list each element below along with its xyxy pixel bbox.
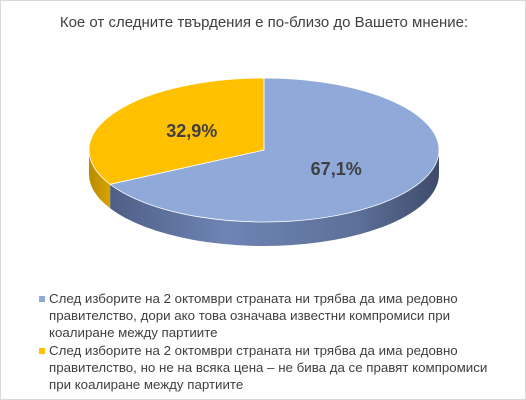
- data-label-1: 67,1%: [311, 159, 362, 179]
- legend-item-2: След изборите на 2 октомври страната ни …: [39, 342, 509, 393]
- legend-label-1: След изборите на 2 октомври страната ни …: [49, 291, 458, 340]
- data-label-2: 32,9%: [166, 121, 217, 141]
- pie-slice-1: [109, 77, 440, 223]
- pie-slice-2: [88, 77, 265, 185]
- pie-side-1-1: [110, 150, 440, 246]
- legend-label-2: След изборите на 2 октомври страната ни …: [49, 343, 488, 392]
- pie-side-2-1: [89, 150, 111, 209]
- legend-swatch-1: [39, 296, 45, 302]
- chart-title: Кое от следните твърдения е по-близо до …: [59, 14, 469, 31]
- legend-swatch-2: [39, 348, 45, 354]
- pie-chart: 67,1% 32,9%: [88, 77, 440, 246]
- legend-item-1: След изборите на 2 октомври страната ни …: [39, 290, 509, 341]
- chart-legend: След изборите на 2 октомври страната ни …: [39, 290, 509, 394]
